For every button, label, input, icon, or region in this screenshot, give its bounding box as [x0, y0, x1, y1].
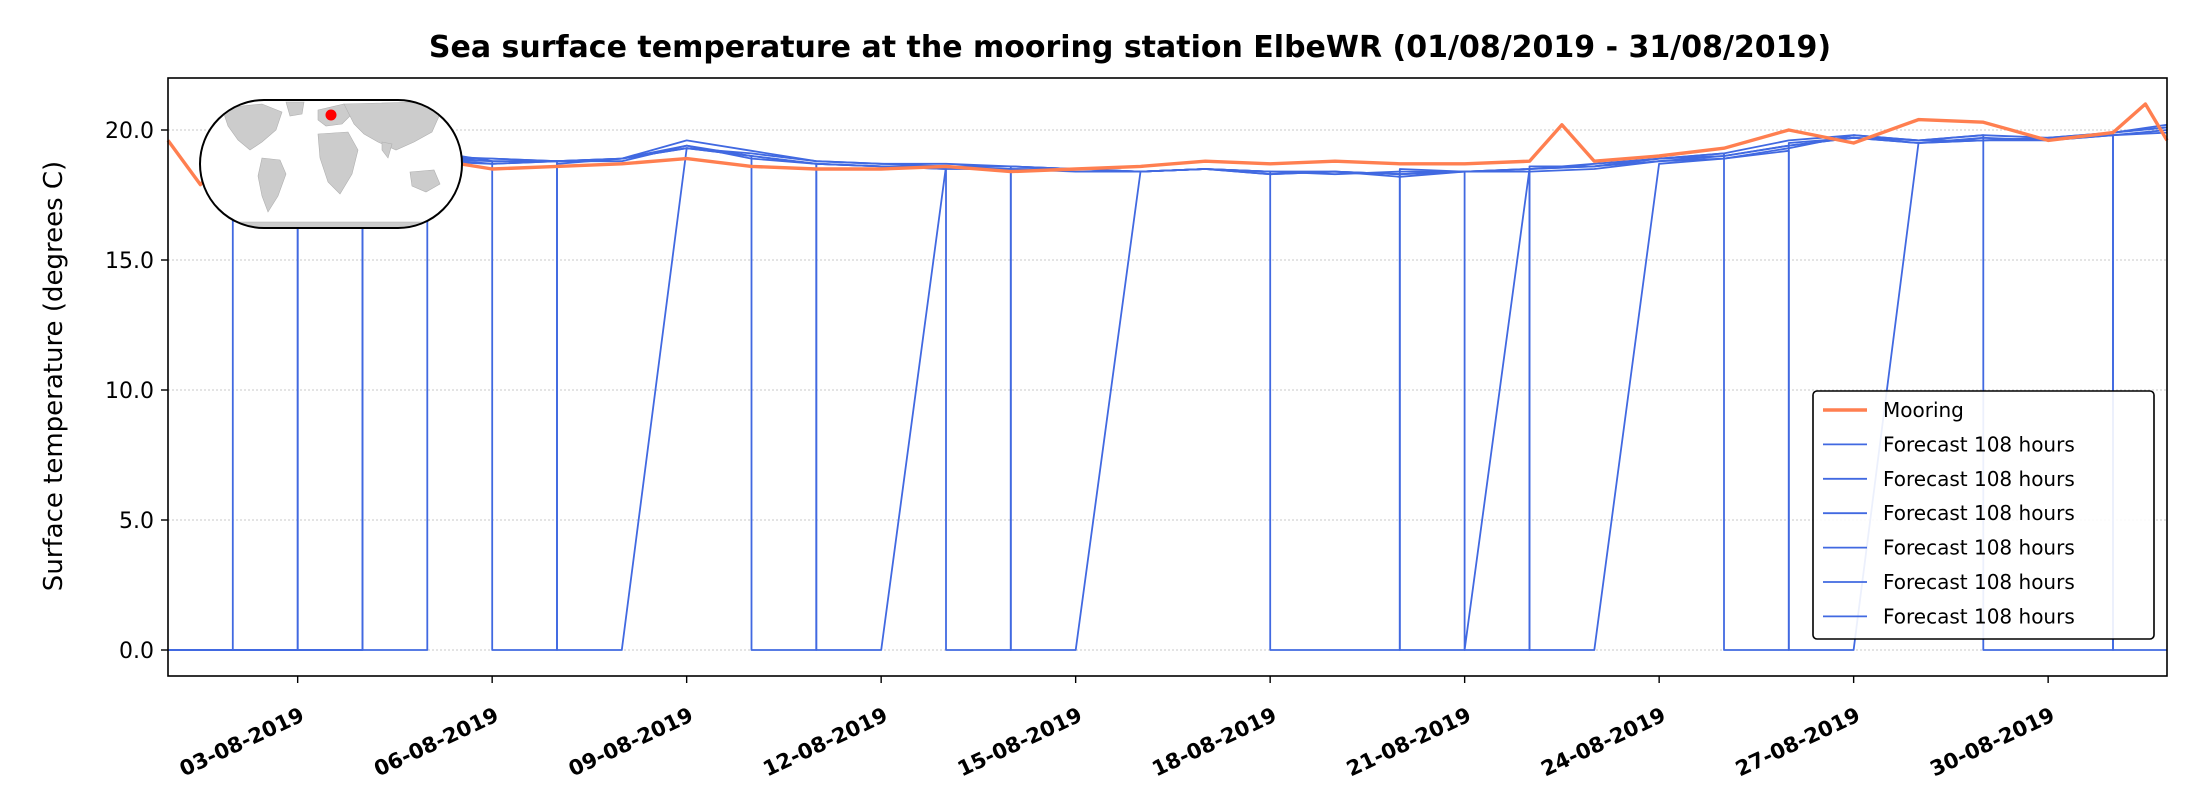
inset-land-africa [317, 131, 359, 195]
legend-label: Forecast 108 hours [1883, 467, 2075, 491]
legend-label: Forecast 108 hours [1883, 536, 2075, 560]
y-axis-ticks: 0.0 5.0 10.0 15.0 20.0 [105, 119, 168, 664]
y-tick-label: 0.0 [119, 639, 154, 664]
legend-label: Forecast 108 hours [1883, 501, 2075, 525]
series-line-mooring [166, 102, 2169, 187]
y-tick-label: 5.0 [119, 509, 154, 534]
legend: Mooring Forecast 108 hours Forecast 108 ho… [1812, 390, 2155, 640]
inset-land-greenland [285, 101, 305, 117]
legend-box [1812, 390, 2155, 640]
world-map-inset [199, 99, 463, 229]
y-axis-label: Surface temperature (degrees C) [39, 161, 69, 591]
series-lines [166, 102, 2169, 651]
chart-title: Sea surface temperature at the mooring s… [429, 30, 1831, 65]
inset-land-south-america [257, 157, 287, 213]
y-tick-label: 10.0 [105, 379, 154, 404]
legend-label: Forecast 108 hours [1883, 570, 2075, 594]
station-marker [325, 109, 337, 121]
inset-border [199, 99, 463, 229]
plot-frame [167, 77, 2168, 677]
series-line-forecast [168, 131, 2168, 651]
y-tick-label: 15.0 [105, 249, 154, 274]
legend-label: Forecast 108 hours [1883, 604, 2075, 628]
inset-map-body [200, 100, 462, 228]
inset-land-north-america [221, 103, 283, 151]
inset-land-india [381, 141, 393, 159]
legend-label: Forecast 108 hours [1883, 432, 2075, 456]
inset-land-australia [409, 169, 441, 193]
y-tick-label: 20.0 [105, 119, 154, 144]
legend-label: Mooring [1883, 398, 1964, 422]
